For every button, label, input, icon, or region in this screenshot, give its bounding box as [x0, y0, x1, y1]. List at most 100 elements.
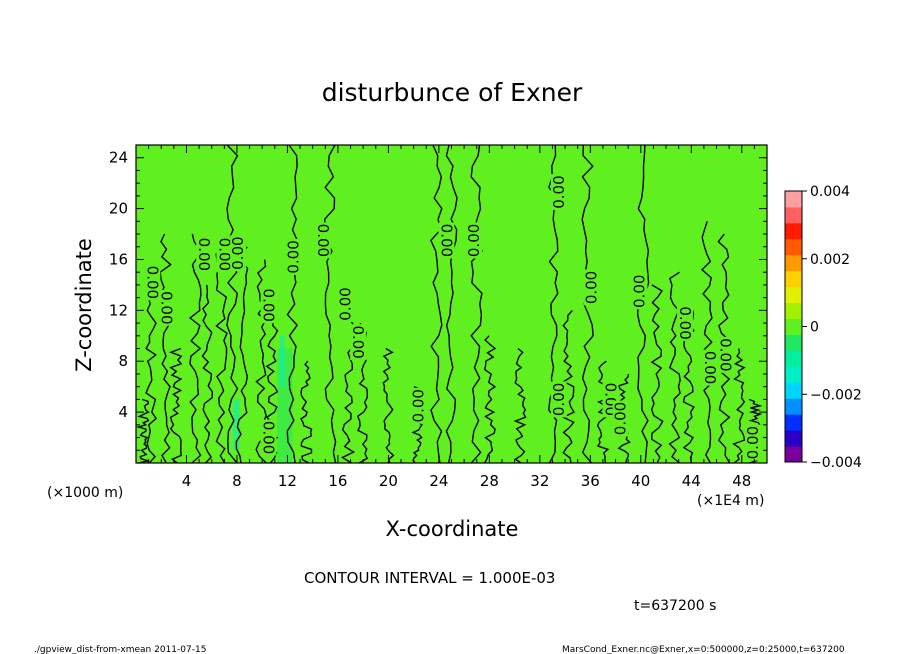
contour-label-bg	[196, 236, 213, 273]
contour-label-bg	[438, 222, 455, 259]
x-tick-label: 4	[182, 472, 192, 490]
contour-label: 0.00	[314, 224, 332, 257]
contour-label-bg	[745, 424, 762, 461]
y-tick-label: 16	[109, 250, 128, 268]
zero-contour-line	[286, 144, 299, 464]
colorbar-segment	[785, 286, 802, 304]
contour-label-bg	[260, 419, 277, 456]
zero-contour-line	[700, 221, 713, 464]
contour-label-bg	[285, 238, 302, 275]
contour-label: 0.00	[285, 240, 303, 273]
zero-contour-line	[668, 271, 681, 464]
zero-contour-line	[430, 144, 443, 464]
x-tick-label: 28	[480, 472, 499, 490]
colorbar-segment	[785, 398, 802, 415]
colorbar-segment	[785, 350, 802, 367]
zero-contour-line	[561, 309, 576, 464]
colorbar-tick-label: −0.004	[810, 455, 862, 471]
colorbar-segment	[785, 334, 802, 351]
x-tick-label: 12	[278, 472, 297, 490]
contour-label-bg	[676, 305, 693, 342]
x-tick-label: 44	[682, 472, 701, 490]
contour-label-bg	[612, 400, 629, 437]
colorbar-segment	[785, 318, 802, 335]
contour-label-bg	[144, 264, 161, 301]
contour-label-bg	[466, 222, 483, 259]
x-tick-label: 36	[581, 472, 600, 490]
contour-label: 0.00	[195, 238, 213, 271]
contour-label: 0.00	[550, 383, 568, 416]
contour-label: 0.00	[631, 275, 649, 308]
zero-contour-line	[226, 144, 239, 464]
contour-label-bg	[702, 349, 719, 386]
contour-label: 0.00	[744, 426, 762, 459]
colorbar-tick-label: 0.004	[810, 184, 850, 200]
x-tick-label: 8	[232, 472, 242, 490]
contour-label-bg	[550, 381, 567, 418]
colorbar-segment	[785, 270, 802, 288]
x-tick-label: 24	[429, 472, 448, 490]
y-tick-label: 4	[118, 403, 128, 421]
x-unit-label: (×1E4 m)	[697, 493, 764, 509]
zero-contour-line	[300, 360, 313, 464]
zero-contour-line	[382, 347, 395, 464]
colorbar-segment	[785, 254, 802, 272]
x-tick-label: 20	[379, 472, 398, 490]
contour-label: 0.00	[410, 389, 428, 422]
contour-label: 0.00	[676, 306, 694, 339]
zero-contour-line	[265, 310, 279, 464]
x-axis-label: X-coordinate	[386, 517, 519, 541]
zero-contour-line	[484, 335, 497, 464]
y-axis-label: Z-coordinate	[72, 238, 96, 372]
contour-label-bg	[216, 236, 233, 273]
contour-label: 0.00	[229, 236, 247, 269]
zero-contour-line	[215, 246, 228, 464]
contour-label: 0.00	[716, 338, 734, 371]
field-patch	[279, 335, 285, 387]
contour-label: 0.00	[612, 402, 630, 435]
zero-contour-line	[470, 144, 484, 464]
field-patch	[306, 361, 327, 463]
contour-label: 0.00	[157, 291, 175, 324]
colorbar-segment	[785, 206, 802, 224]
x-tick-label: 32	[530, 472, 549, 490]
time-label: t=637200 s	[634, 598, 716, 614]
contour-label: 0.00	[550, 175, 568, 208]
zero-contour-line	[323, 144, 337, 464]
chart-title: disturbunce of Exner	[322, 78, 583, 107]
contour-label-bg	[550, 174, 567, 211]
zero-contour-line	[445, 144, 458, 464]
contour-label-bg	[337, 286, 354, 322]
colorbar-segment	[785, 414, 802, 431]
zero-contour-line	[596, 360, 610, 464]
colorbar-segment	[785, 382, 802, 399]
contour-label-bg	[158, 289, 175, 326]
footer-left-text: ./gpview_dist-from-xmean 2011-07-15	[34, 645, 206, 654]
contour-label-bg	[230, 235, 247, 272]
field-patch	[678, 361, 699, 463]
zero-contour-line	[732, 348, 746, 464]
colorbar-segment	[785, 430, 802, 447]
y-tick-label: 12	[109, 301, 128, 319]
y-tick-label: 8	[118, 352, 128, 370]
field-patch	[499, 335, 530, 463]
contour-interval-label: CONTOUR INTERVAL = 1.000E-03	[304, 569, 555, 587]
contour-label: 0.00	[260, 421, 278, 454]
field-patch	[457, 361, 484, 463]
y-tick-label: 20	[109, 200, 128, 218]
contour-label-bg	[410, 387, 427, 424]
contour-label-bg	[350, 324, 367, 361]
zero-contour-line	[235, 246, 249, 464]
contour-label-bg	[314, 222, 331, 259]
x-tick-label: 40	[631, 472, 650, 490]
y-unit-label: (×1000 m)	[47, 485, 123, 501]
colorbar-segment	[785, 446, 802, 463]
field-patch	[577, 361, 597, 463]
colorbar-tick-label: −0.002	[810, 387, 862, 403]
colorbar-segment	[785, 366, 802, 383]
contour-label: 0.00	[465, 224, 483, 257]
contour-label: 0.00	[143, 266, 161, 299]
zero-contour-line	[650, 284, 664, 464]
contour-label-bg	[583, 269, 600, 306]
